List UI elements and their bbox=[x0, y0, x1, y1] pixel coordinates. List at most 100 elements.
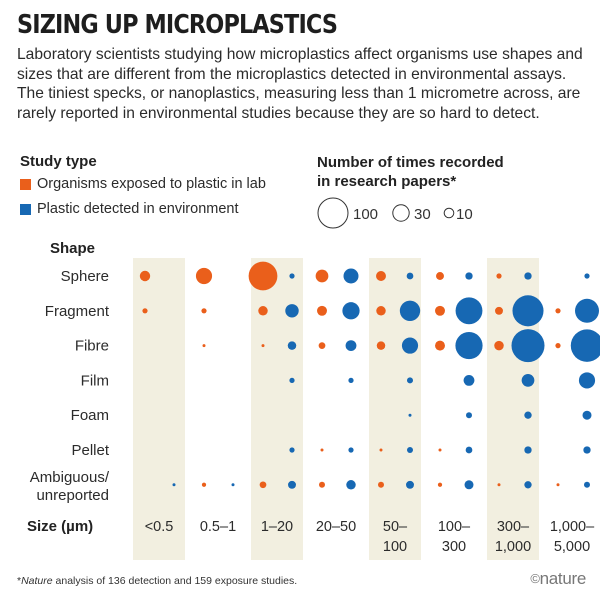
env-bubble bbox=[455, 297, 483, 325]
lab-bubble bbox=[438, 448, 442, 452]
legend-item-lab: Organisms exposed to plastic in lab bbox=[20, 176, 266, 192]
env-bubble bbox=[285, 304, 299, 318]
brand-name: nature bbox=[539, 569, 587, 588]
size-legend-label-100: 100 bbox=[353, 206, 378, 223]
lab-bubble bbox=[376, 306, 386, 316]
shape-label: Fibre bbox=[75, 338, 109, 355]
size-tick-label: 300– bbox=[497, 519, 530, 535]
size-tick-label-line2: 1,000 bbox=[495, 539, 531, 555]
lab-bubble bbox=[259, 481, 267, 489]
lab-bubble bbox=[555, 308, 561, 314]
lab-bubble bbox=[556, 483, 560, 487]
env-bubble bbox=[399, 300, 421, 321]
size-axis-title: Size (µm) bbox=[27, 518, 93, 535]
lab-bubble bbox=[379, 448, 383, 452]
env-bubble bbox=[464, 480, 474, 490]
lab-bubble bbox=[261, 344, 265, 348]
env-bubble bbox=[289, 447, 295, 453]
env-bubble bbox=[463, 374, 475, 386]
env-bubble bbox=[407, 447, 413, 453]
column-shade bbox=[133, 258, 185, 560]
legend-size-title: Number of times recorded in research pap… bbox=[317, 153, 504, 191]
env-bubble bbox=[289, 377, 295, 383]
size-legend-circle-10 bbox=[443, 207, 455, 219]
size-tick-label-line2: 100 bbox=[383, 539, 407, 555]
env-bubble bbox=[172, 483, 176, 487]
env-bubble bbox=[348, 377, 354, 383]
lab-bubble bbox=[319, 481, 325, 488]
env-bubble bbox=[583, 446, 591, 454]
size-legend-circle-100 bbox=[317, 197, 349, 229]
env-bubble bbox=[348, 447, 354, 453]
env-bubble bbox=[521, 374, 535, 387]
env-bubble bbox=[582, 410, 592, 420]
size-tick-label: 100– bbox=[438, 519, 471, 535]
row-labels: Shape Sphere Fragment Fibre Film Foam Pellet Am… bbox=[30, 240, 110, 504]
env-bubble bbox=[406, 480, 414, 489]
shape-label: Ambiguous/ bbox=[30, 469, 110, 486]
lab-bubble bbox=[555, 343, 561, 349]
size-tick-label-line2: 300 bbox=[442, 539, 466, 555]
size-legend: 100 30 10 bbox=[317, 197, 473, 229]
legend-lab-label: Organisms exposed to plastic in lab bbox=[37, 176, 266, 192]
env-bubble bbox=[345, 340, 357, 352]
size-legend-label-10: 10 bbox=[456, 206, 473, 223]
lab-bubble bbox=[376, 271, 386, 281]
lab-bubble bbox=[436, 272, 444, 280]
env-bubble bbox=[289, 273, 295, 279]
shape-axis-title: Shape bbox=[50, 240, 95, 257]
footnote-italic: Nature bbox=[21, 575, 53, 587]
lab-bubble bbox=[142, 308, 148, 314]
footnote-text: analysis of 136 detection and 159 exposu… bbox=[52, 575, 298, 587]
column-labels: <0.5 0.5–1 1–20 20–50 50– 100 100– 300 300– 1,000… bbox=[27, 518, 595, 555]
chart-subtitle: Laboratory scientists studying how micro… bbox=[17, 46, 583, 122]
env-bubble bbox=[524, 446, 532, 454]
lab-bubble bbox=[201, 308, 207, 314]
lab-bubble bbox=[494, 340, 504, 351]
env-bubble bbox=[578, 372, 596, 389]
shape-label: Film bbox=[81, 372, 109, 389]
lab-bubble bbox=[317, 305, 327, 316]
lab-swatch bbox=[20, 178, 31, 190]
size-tick-label: <0.5 bbox=[145, 519, 174, 535]
env-swatch bbox=[20, 203, 31, 215]
size-legend-circle-30 bbox=[392, 204, 410, 222]
lab-bubble bbox=[248, 261, 278, 291]
env-bubble bbox=[524, 481, 532, 489]
env-bubble bbox=[288, 480, 296, 489]
chart-title: SIZING UP MICROPLASTICS bbox=[17, 10, 338, 40]
lab-bubble bbox=[139, 270, 151, 282]
size-tick-label: 20–50 bbox=[316, 519, 356, 535]
env-bubble bbox=[511, 329, 545, 363]
lab-bubble bbox=[195, 267, 213, 285]
lab-bubble bbox=[378, 481, 384, 488]
env-bubble bbox=[407, 377, 413, 384]
shape-label-line2: unreported bbox=[36, 487, 109, 504]
lab-bubble bbox=[437, 482, 443, 487]
env-bubble bbox=[343, 268, 359, 284]
lab-bubble bbox=[202, 344, 206, 348]
shape-label: Foam bbox=[71, 407, 109, 424]
env-bubble bbox=[287, 341, 297, 350]
size-tick-label: 1–20 bbox=[261, 519, 293, 535]
legend-size-title-line2: in research papers* bbox=[317, 173, 457, 190]
env-bubble bbox=[401, 337, 419, 354]
lab-bubble bbox=[435, 340, 445, 351]
lab-bubble bbox=[376, 341, 386, 350]
lab-bubble bbox=[495, 306, 503, 315]
shape-label: Sphere bbox=[61, 268, 109, 285]
lab-bubble bbox=[320, 448, 324, 452]
bubbles bbox=[139, 261, 600, 490]
legend-study-type-title: Study type bbox=[20, 153, 97, 170]
env-bubble bbox=[465, 272, 473, 280]
lab-bubble bbox=[318, 342, 326, 349]
env-bubble bbox=[346, 480, 356, 490]
env-bubble bbox=[465, 446, 473, 454]
env-bubble bbox=[406, 272, 414, 280]
env-bubble bbox=[570, 329, 600, 362]
env-bubble bbox=[455, 332, 483, 360]
size-legend-label-30: 30 bbox=[414, 206, 431, 223]
env-bubble bbox=[584, 273, 590, 279]
column-shade bbox=[251, 258, 303, 560]
lab-bubble bbox=[496, 273, 502, 279]
